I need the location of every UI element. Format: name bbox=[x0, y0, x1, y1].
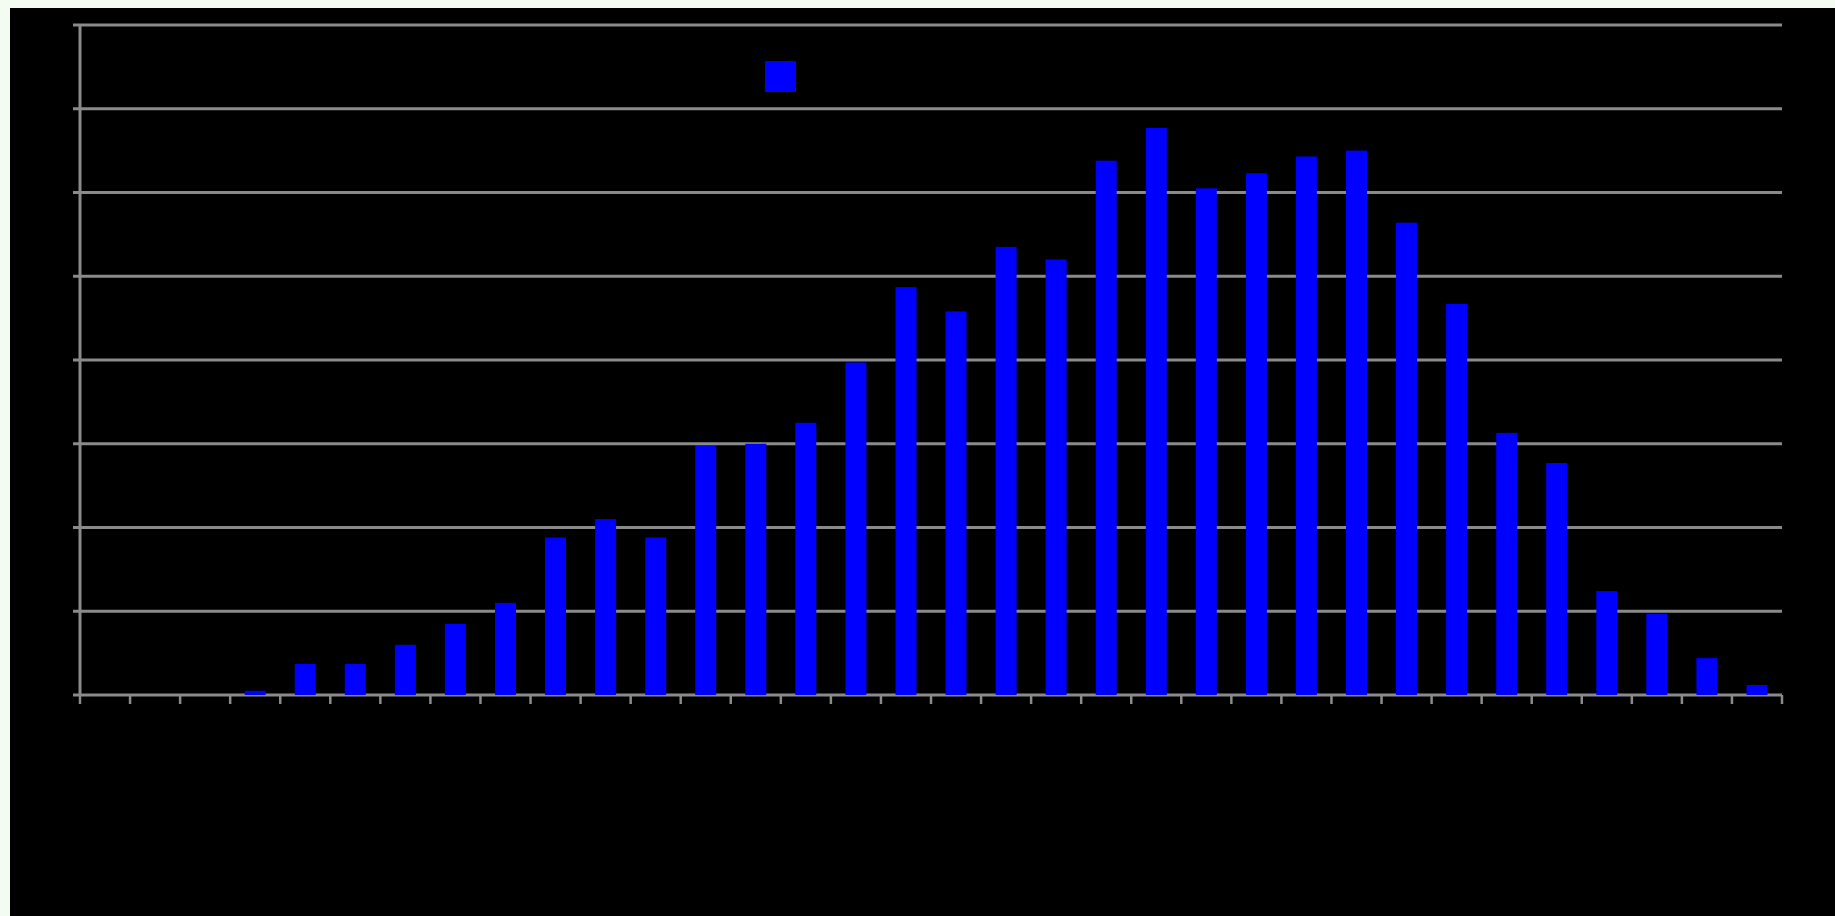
bar bbox=[1396, 222, 1417, 695]
bar bbox=[1045, 259, 1067, 695]
bar bbox=[444, 623, 466, 695]
bar bbox=[1145, 128, 1167, 695]
bar bbox=[1746, 685, 1768, 695]
bar bbox=[1346, 150, 1367, 696]
bar bbox=[344, 664, 366, 695]
bar bbox=[995, 246, 1017, 695]
bar bbox=[545, 537, 566, 695]
bar bbox=[895, 287, 917, 695]
bar-chart bbox=[73, 23, 1784, 704]
bar bbox=[1195, 188, 1217, 696]
bar bbox=[1646, 613, 1668, 695]
bar bbox=[945, 311, 967, 695]
bar bbox=[845, 362, 867, 695]
bar bbox=[1295, 156, 1317, 695]
bar bbox=[1696, 658, 1718, 695]
bar bbox=[745, 443, 767, 696]
bar bbox=[1095, 160, 1117, 695]
bar bbox=[1446, 303, 1468, 695]
bar bbox=[595, 519, 617, 695]
bar bbox=[1596, 591, 1618, 695]
chart-area bbox=[10, 8, 1835, 916]
bar bbox=[1546, 463, 1568, 695]
bar bbox=[294, 664, 316, 695]
legend-swatch bbox=[765, 61, 796, 92]
bar bbox=[645, 537, 667, 695]
bar bbox=[795, 422, 817, 695]
bar bbox=[244, 690, 266, 695]
bar bbox=[1245, 173, 1267, 695]
bar bbox=[394, 644, 416, 696]
legend bbox=[765, 61, 796, 92]
bar bbox=[695, 445, 717, 695]
bar bbox=[495, 602, 516, 695]
bar bbox=[1496, 432, 1518, 695]
